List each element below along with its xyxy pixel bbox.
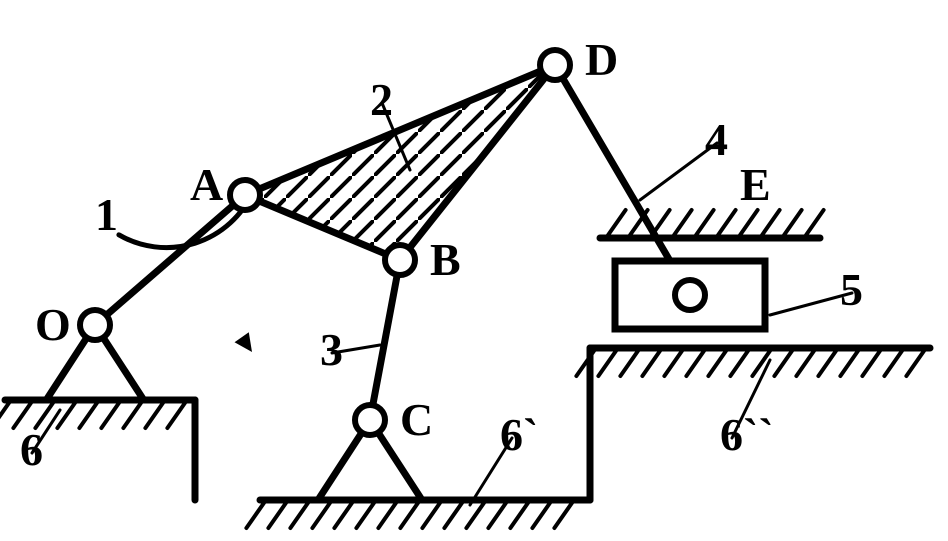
ground-hatch — [554, 500, 574, 528]
ground-hatch — [716, 210, 736, 238]
ground-hatch — [79, 400, 99, 428]
ground-hatch — [738, 210, 758, 238]
ground-hatch — [510, 500, 530, 528]
ground-hatch — [400, 500, 420, 528]
ground-hatch — [246, 500, 266, 528]
ground-hatch — [606, 210, 626, 238]
joint-A — [230, 180, 260, 210]
ground-hatch — [686, 348, 706, 376]
ground-hatch — [708, 348, 728, 376]
joint-label-O: O — [35, 299, 71, 350]
ground-hatch — [620, 348, 640, 376]
ground-hatch — [840, 348, 860, 376]
ground-hatch — [167, 400, 187, 428]
ground-hatch — [312, 500, 332, 528]
ground-hatch — [804, 210, 824, 238]
ground-hatch — [782, 210, 802, 238]
ground-hatch — [268, 500, 288, 528]
rotation-arrowhead — [235, 332, 252, 352]
joint-C — [355, 405, 385, 435]
label-L5: 5 — [840, 264, 863, 315]
coupler-link-2 — [245, 65, 555, 260]
mechanism-diagram: O A B C D 1 2 3 4 5 E 6 6` 6`` — [0, 0, 948, 541]
ground-hatch — [145, 400, 165, 428]
joint-O — [80, 310, 110, 340]
joint-label-C: C — [400, 394, 433, 445]
link-3 — [370, 260, 400, 420]
ground-hatch — [0, 400, 11, 428]
joint-label-D: D — [585, 34, 618, 85]
ground-hatch — [774, 348, 794, 376]
ground-hatch — [334, 500, 354, 528]
joint-B — [385, 245, 415, 275]
ground-hatch — [444, 500, 464, 528]
ground-hatch — [664, 348, 684, 376]
ground-hatch — [906, 348, 926, 376]
ground-hatch — [672, 210, 692, 238]
ground-hatch — [57, 400, 77, 428]
joint-label-A: A — [190, 159, 223, 210]
label-L3: 3 — [320, 324, 343, 375]
ground-hatch — [488, 500, 508, 528]
ground-hatch — [760, 210, 780, 238]
ground-hatch — [862, 348, 882, 376]
ground-hatch — [422, 500, 442, 528]
label-L4: 4 — [705, 114, 728, 165]
label-L2: 2 — [370, 74, 393, 125]
label-LE: E — [740, 159, 771, 210]
ground-hatch — [796, 348, 816, 376]
label-G6p: 6` — [500, 409, 538, 460]
joint-F — [675, 280, 705, 310]
label-G6: 6 — [20, 424, 43, 475]
ground-hatch — [101, 400, 121, 428]
label-L1: 1 — [95, 189, 118, 240]
ground-hatch — [598, 348, 618, 376]
ground-hatch — [818, 348, 838, 376]
ground-hatch — [532, 500, 552, 528]
joint-label-B: B — [430, 234, 461, 285]
ground-hatch — [642, 348, 662, 376]
joint-D — [540, 50, 570, 80]
ground-hatch — [290, 500, 310, 528]
label-G6pp: 6`` — [720, 409, 774, 460]
ground-hatch — [694, 210, 714, 238]
ground-hatch — [730, 348, 750, 376]
ground-hatch — [123, 400, 143, 428]
ground-hatch — [378, 500, 398, 528]
ground-hatch — [884, 348, 904, 376]
ground-hatch — [356, 500, 376, 528]
